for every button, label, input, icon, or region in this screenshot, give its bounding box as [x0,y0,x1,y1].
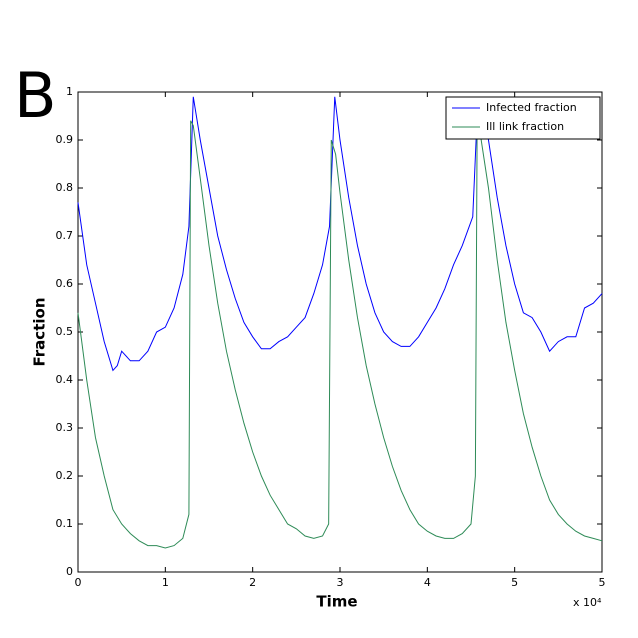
x-axis-title: Time [316,593,357,611]
y-tick-label: 0.8 [56,181,74,194]
y-tick-label: 1 [66,85,73,98]
y-tick-label: 0.2 [56,469,74,482]
legend-label: Infected fraction [486,101,577,114]
y-axis-title: Fraction [31,298,49,367]
x-tick-label: 0 [75,576,82,589]
panel-label: B [14,59,57,132]
legend-box [445,96,601,140]
y-tick-label: 0.6 [56,277,74,290]
y-tick-label: 0.3 [56,421,74,434]
y-tick-label: 0.1 [56,517,74,530]
legend-label: Ill link fraction [486,120,564,133]
x-tick-label: 5 [599,576,606,589]
y-tick-label: 0 [66,565,73,578]
x-tick-label: 4 [424,576,431,589]
series-line [77,96,603,372]
x-tick-label: 3 [337,576,344,589]
series-line [77,120,603,549]
y-tick-label: 0.5 [56,325,74,338]
x-tick-label: 5 [511,576,518,589]
y-tick-label: 0.4 [56,373,74,386]
x-exponent: x 10⁴ [573,596,602,609]
x-tick-label: 2 [249,576,256,589]
x-tick-label: 1 [162,576,169,589]
y-tick-label: 0.9 [56,133,74,146]
y-tick-label: 0.7 [56,229,74,242]
